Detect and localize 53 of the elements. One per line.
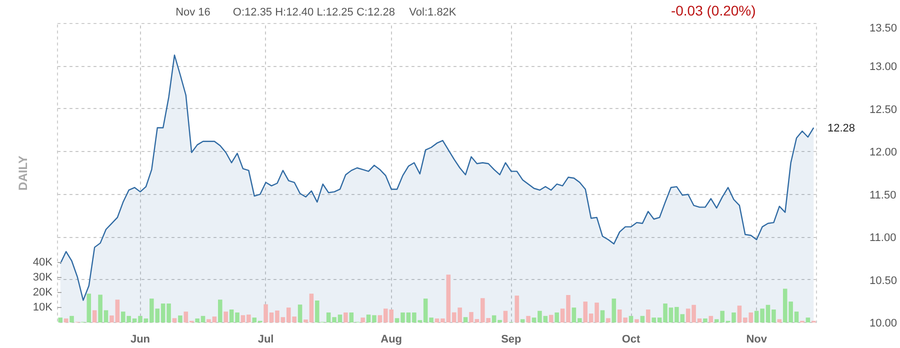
- y-tick-label: 13.50: [870, 22, 898, 34]
- bar: [463, 317, 468, 322]
- x-tick-label: Sep: [501, 334, 522, 346]
- bar: [178, 315, 182, 322]
- bar: [548, 314, 554, 322]
- bar: [92, 310, 97, 322]
- y-tick-label: 11.00: [870, 232, 896, 244]
- bar: [526, 316, 530, 322]
- text: -0.03 (0.20%): [670, 2, 756, 18]
- bar: [70, 316, 74, 322]
- y-tick-label: 12.50: [870, 104, 898, 116]
- bar: [64, 318, 68, 322]
- text: 12.28: [828, 122, 856, 135]
- x-tick-label: Oct: [622, 334, 641, 346]
- bar: [628, 316, 634, 322]
- bar: [218, 300, 222, 322]
- y-tick-label: 13.00: [870, 61, 898, 74]
- bar: [298, 304, 302, 322]
- y2-axis-title: DAILY: [16, 156, 30, 190]
- bar: [224, 312, 228, 322]
- y-tick-label: 12.00: [870, 146, 898, 159]
- bar: [554, 312, 559, 322]
- bar: [514, 296, 520, 322]
- bar: [703, 318, 708, 322]
- x-tick-label: Jul: [258, 334, 274, 346]
- bar: [708, 316, 714, 322]
- bar: [806, 318, 810, 322]
- bar: [640, 316, 645, 322]
- text: Vol:1.82K: [409, 6, 457, 18]
- bar: [520, 319, 525, 322]
- bar: [58, 318, 62, 322]
- y2-tick-label: 40K: [32, 256, 54, 269]
- y-tick-label: 10.50: [870, 274, 898, 287]
- bar: [606, 318, 610, 322]
- text: O:12.35 H:12.40 L:12.25 C:12.28: [232, 6, 395, 18]
- bar: [634, 319, 639, 322]
- y-tick-label: 10.00: [870, 318, 898, 330]
- x-tick-label: Jun: [130, 334, 150, 346]
- bar: [360, 318, 365, 322]
- bar: [503, 310, 508, 322]
- bar: [172, 318, 177, 322]
- bar: [777, 319, 782, 322]
- text: Nov 16: [176, 6, 210, 18]
- bar: [646, 309, 650, 322]
- y2-tick-label: 20K: [32, 286, 54, 299]
- y2-tick-label: 10K: [32, 302, 54, 314]
- bar: [344, 312, 348, 322]
- bar: [600, 310, 605, 322]
- x-tick-label: Aug: [380, 334, 402, 346]
- y2-tick-label: 30K: [32, 272, 54, 284]
- y-tick-label: 11.50: [870, 189, 896, 202]
- bar: [612, 298, 616, 322]
- x-tick-label: Nov: [746, 334, 768, 346]
